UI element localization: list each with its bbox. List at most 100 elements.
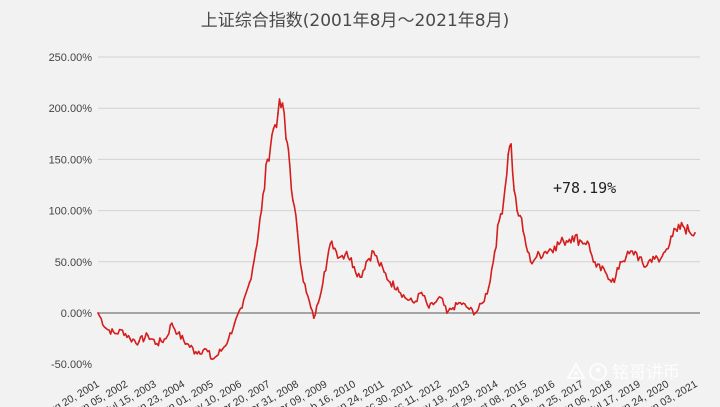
watermark-logo-icon <box>566 362 586 379</box>
data-point <box>396 286 399 289</box>
data-point <box>595 266 598 268</box>
data-point <box>389 281 391 284</box>
data-point <box>339 255 342 258</box>
data-point <box>330 240 333 243</box>
data-point <box>345 250 348 253</box>
data-point <box>498 219 501 222</box>
data-point <box>446 312 448 314</box>
data-point <box>516 209 518 212</box>
data-point <box>165 337 167 340</box>
data-point <box>519 214 521 217</box>
data-point <box>452 307 454 309</box>
data-point <box>643 266 646 268</box>
data-point <box>466 307 469 309</box>
data-point <box>121 329 124 332</box>
data-point <box>221 347 224 350</box>
data-point <box>510 143 512 145</box>
data-point <box>580 240 583 243</box>
data-point <box>682 225 684 227</box>
data-point <box>625 255 628 258</box>
data-point <box>459 301 462 304</box>
data-point <box>377 260 379 263</box>
data-point <box>676 230 678 233</box>
data-point <box>365 260 368 263</box>
data-point <box>664 250 666 253</box>
watermark-text: 铭哥讲币 <box>612 363 680 383</box>
data-point <box>613 281 616 284</box>
data-point <box>353 266 356 268</box>
data-point <box>658 260 660 263</box>
y-tick-label: -50.00% <box>51 359 92 371</box>
data-point <box>211 358 214 360</box>
data-point <box>241 307 244 309</box>
data-point <box>359 276 362 279</box>
data-point <box>296 230 299 233</box>
chart-title: 上证综合指数(2001年8月～2021年8月) <box>201 11 509 31</box>
data-point <box>203 347 206 350</box>
data-point <box>147 334 149 337</box>
data-point <box>562 240 565 243</box>
data-point <box>317 301 320 304</box>
data-point <box>312 317 315 319</box>
data-point <box>571 235 574 238</box>
data-point <box>529 260 532 263</box>
data-point <box>254 250 257 253</box>
data-point <box>589 250 592 253</box>
data-point <box>474 312 477 314</box>
data-point <box>272 127 275 130</box>
data-point <box>383 271 385 273</box>
data-point <box>586 240 589 243</box>
y-tick-label: 200.00% <box>49 103 93 115</box>
series-line <box>97 98 696 360</box>
data-point <box>619 260 622 263</box>
y-tick-label: 50.00% <box>55 257 93 269</box>
y-axis-ticks: 250.00% 200.00% 150.00% 100.00% 50.00% 0.00% -… <box>49 52 93 371</box>
data-point <box>481 301 484 304</box>
data-point <box>129 337 131 340</box>
y-tick-label: 0.00% <box>61 308 92 320</box>
watermark-avatar-icon <box>589 363 607 381</box>
data-point <box>260 209 263 212</box>
data-point <box>194 351 197 353</box>
y-tick-label: 150.00% <box>49 154 93 166</box>
data-point <box>301 271 303 273</box>
data-point <box>440 296 442 299</box>
data-point <box>176 332 179 335</box>
data-point <box>227 337 230 340</box>
data-point <box>105 327 107 330</box>
series-group <box>97 98 696 360</box>
data-point <box>285 138 287 140</box>
data-point <box>97 312 99 314</box>
data-point <box>292 199 294 202</box>
data-point <box>502 199 505 202</box>
data-point <box>156 342 158 345</box>
grid <box>98 56 700 314</box>
data-point <box>335 250 338 253</box>
data-point <box>670 235 672 238</box>
y-tick-label: 250.00% <box>49 52 93 64</box>
data-point <box>323 271 326 273</box>
data-point <box>535 255 538 258</box>
data-point <box>114 332 116 335</box>
data-point <box>277 112 279 115</box>
data-point <box>434 301 436 304</box>
data-point <box>248 281 251 284</box>
data-point <box>604 271 607 273</box>
data-point <box>138 340 140 343</box>
data-point <box>372 250 375 253</box>
data-point <box>305 291 308 294</box>
data-point <box>215 355 218 357</box>
data-point <box>513 189 515 192</box>
data-point <box>404 296 406 299</box>
data-point <box>507 153 510 156</box>
data-point <box>266 158 269 161</box>
data-point <box>544 250 547 253</box>
data-point <box>493 250 496 253</box>
data-point <box>428 307 430 309</box>
data-point <box>522 230 524 233</box>
data-point <box>185 342 188 345</box>
annotation-label: +78.19% <box>553 179 616 197</box>
data-point <box>487 286 490 289</box>
